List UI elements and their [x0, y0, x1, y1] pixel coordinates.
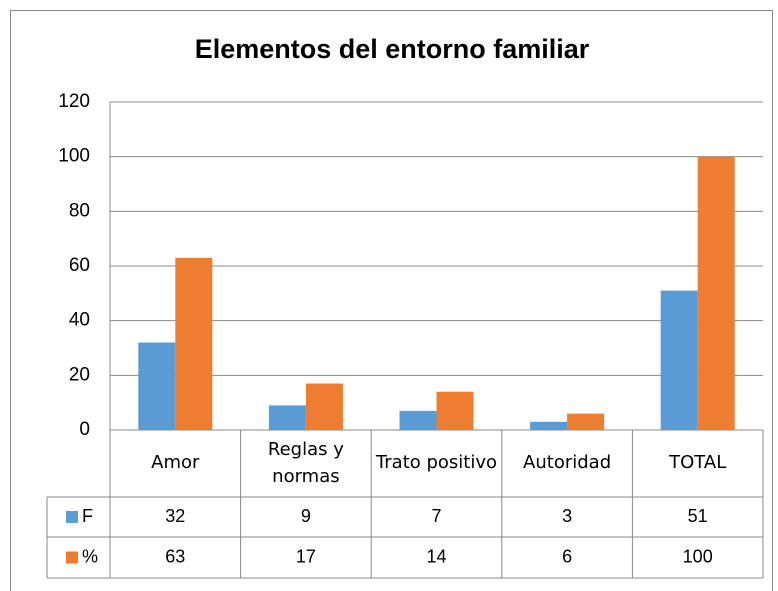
y-tick-label: 40: [69, 310, 90, 331]
legend-label: F: [82, 506, 93, 526]
bar: [268, 405, 306, 430]
table-value: 9: [301, 506, 311, 526]
legend-swatch: [66, 551, 78, 564]
legend-swatch: [66, 511, 78, 523]
bar: [530, 421, 568, 430]
y-tick-label: 0: [79, 419, 90, 440]
table-value: 6: [562, 546, 572, 566]
chart-border: [10, 10, 773, 591]
table-value: 14: [426, 546, 446, 566]
x-tick-label: Trato positivo: [375, 452, 498, 474]
table-value: 63: [165, 546, 185, 566]
y-tick-label: 60: [69, 255, 90, 276]
category-cell: Autoridad: [523, 452, 612, 474]
bar: [399, 410, 437, 430]
table-value: 51: [688, 506, 708, 526]
table-value: 100: [683, 546, 713, 566]
x-tick-label: Reglas y normas: [267, 439, 344, 487]
category-cell: Trato positivo: [375, 452, 498, 474]
x-tick-label: Autoridad: [523, 452, 612, 474]
bar: [175, 257, 213, 430]
bar: [436, 391, 474, 430]
bar: [660, 290, 698, 430]
table-value: 17: [296, 546, 316, 566]
category-cell: Amor: [151, 452, 200, 474]
bar: [138, 342, 176, 430]
y-tick-label: 100: [58, 146, 90, 167]
y-tick-label: 20: [69, 364, 90, 385]
y-tick-label: 120: [58, 91, 90, 112]
table-value: 32: [165, 506, 185, 526]
category-cell: Reglas y normas: [267, 439, 344, 487]
legend-label: %: [82, 546, 98, 566]
chart-title: Elementos del entorno familiar: [195, 34, 590, 64]
x-tick-label: TOTAL: [669, 452, 727, 474]
category-cell: TOTAL: [669, 452, 727, 474]
bar: [697, 156, 735, 430]
table-value: 3: [562, 506, 572, 526]
y-tick-label: 80: [69, 200, 90, 221]
table-value: 7: [431, 506, 441, 526]
bar: [305, 383, 343, 430]
x-tick-label: Amor: [151, 452, 200, 474]
bar: [567, 413, 605, 430]
